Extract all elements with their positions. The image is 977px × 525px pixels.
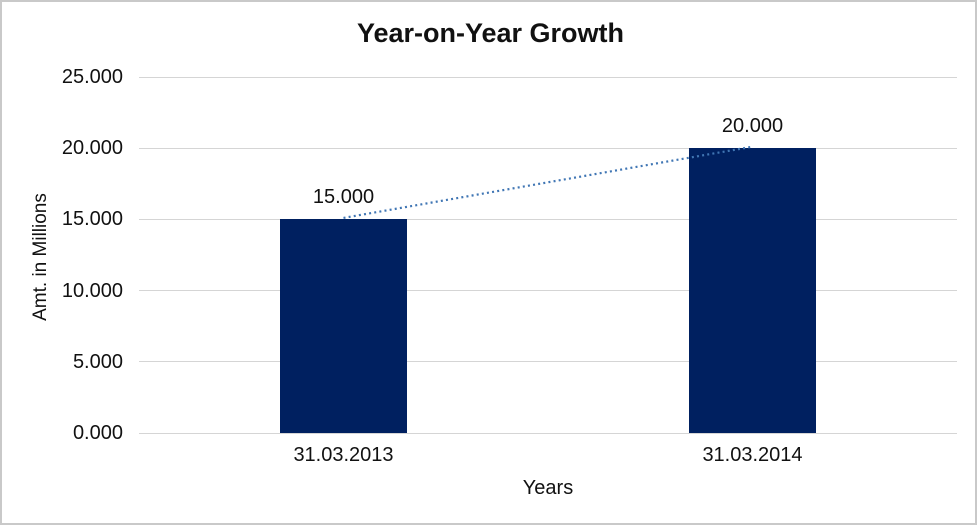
plot-area: 15.000 20.000	[139, 76, 957, 434]
x-tick-label: 31.03.2013	[293, 444, 394, 466]
x-axis-title: Years	[522, 477, 574, 499]
bar-31.03.2013	[280, 219, 407, 433]
y-tick-label: 0.000	[72, 422, 123, 444]
chart-title: Year-on-Year Growth	[356, 18, 625, 48]
data-label: 15.000	[312, 186, 375, 209]
gridline	[139, 218, 957, 220]
gridline	[139, 76, 957, 78]
y-tick-label: 25.000	[61, 66, 123, 88]
y-tick-label: 15.000	[61, 208, 123, 231]
x-tick-label: 31.03.2014	[702, 444, 803, 466]
gridline	[139, 432, 957, 434]
y-tick-label: 20.000	[61, 137, 123, 160]
trendline	[343, 145, 753, 219]
y-tick-label: 10.000	[61, 279, 123, 302]
data-label: 20.000	[721, 115, 784, 138]
bar-31.03.2014	[689, 148, 816, 433]
gridline	[139, 361, 957, 363]
y-axis-title: Amt. in Millions	[30, 193, 51, 321]
gridline	[139, 147, 957, 149]
gridline	[139, 290, 957, 292]
y-tick-label: 5.000	[72, 350, 123, 373]
